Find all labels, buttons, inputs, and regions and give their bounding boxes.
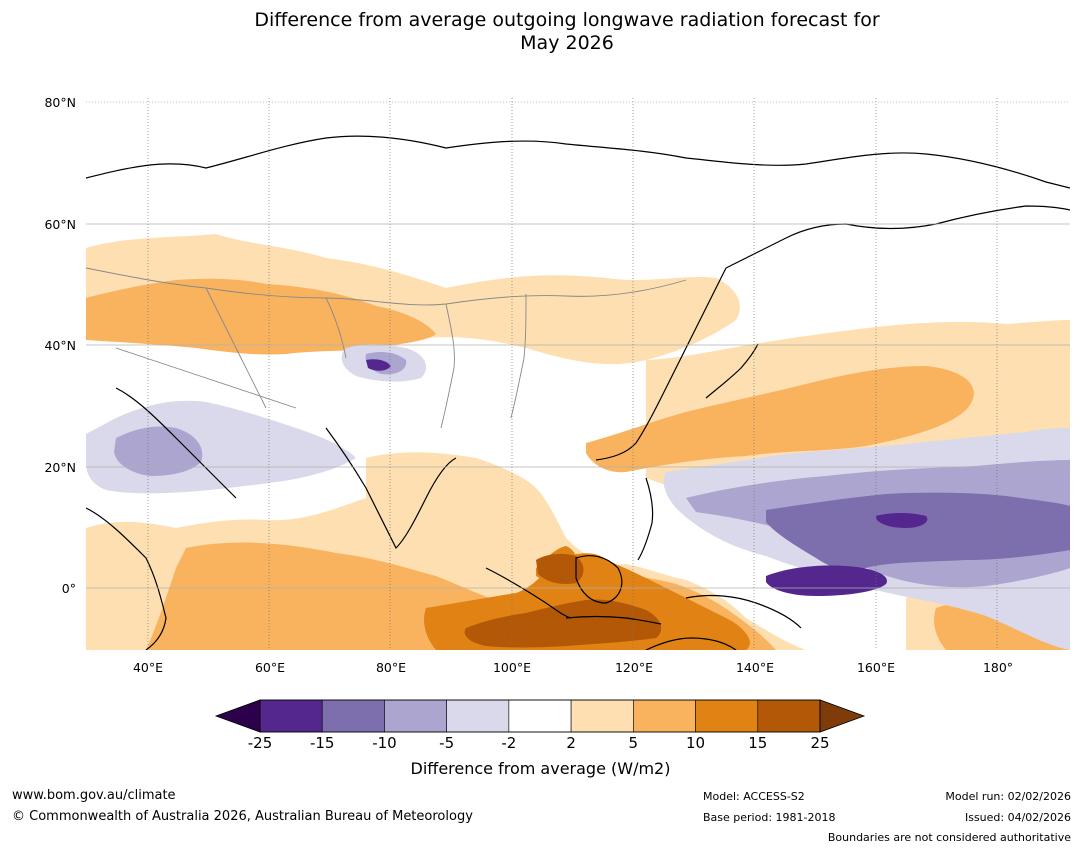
colorbar-segment — [384, 699, 447, 733]
darkpurple-tibet — [366, 359, 391, 371]
coast-russia-pacific — [725, 205, 1070, 269]
coast-australia — [645, 637, 737, 650]
purple-west-pacific — [766, 492, 1070, 571]
coast-philippines — [637, 477, 654, 561]
coast-borneo — [575, 555, 623, 604]
olr-anomaly-map — [86, 98, 1070, 650]
colorbar-extend-high — [819, 699, 866, 733]
coastlines — [86, 135, 1070, 650]
coast-india — [325, 427, 457, 550]
colorbar-tick-label: 25 — [810, 734, 830, 752]
longitude-gridlines — [147, 98, 998, 650]
copyright-text: © Commonwealth of Australia 2026, Austra… — [12, 809, 473, 824]
anomaly-15-to-25 — [464, 553, 662, 648]
lat-label-40n: 40°N — [44, 338, 76, 353]
medpurple-arabia — [114, 426, 203, 476]
colorbar-label: Difference from average (W/m2) — [410, 759, 671, 778]
colorbar-segment — [446, 699, 510, 733]
colorbar-tick-label: 15 — [748, 734, 768, 752]
brown-java-sea — [464, 599, 662, 648]
issued-text: Issued: 04/02/2026 — [964, 811, 1071, 824]
lon-label-40e: 40°E — [132, 660, 164, 675]
orange-caspian-kazakh — [86, 278, 436, 355]
lat-label-equator: 0° — [61, 581, 76, 596]
orange-china-pacific — [586, 366, 974, 473]
anomaly-neg25-to-neg15 — [366, 359, 928, 596]
colorbar-tick-label: -10 — [372, 734, 397, 752]
coast-new-guinea — [685, 594, 802, 629]
colorbar-frame — [259, 699, 821, 733]
colorbar-segments — [259, 699, 821, 733]
lon-label-120e: 120°E — [614, 660, 653, 675]
model-run-text: Model run: 02/02/2026 — [945, 790, 1071, 803]
colorbar-tick-label: 10 — [686, 734, 706, 752]
darkpurple-marshall — [876, 513, 928, 528]
title-line-1: Difference from average outgoing longwav… — [254, 9, 880, 31]
darkpurple-micronesia — [766, 565, 887, 596]
brown-borneo-north — [536, 553, 584, 584]
coast-china-korea — [595, 267, 727, 461]
coast-java — [565, 615, 662, 625]
colorbar-extend-low — [214, 699, 261, 733]
coast-arctic — [86, 135, 1070, 189]
colorbar-tick-label: 5 — [628, 734, 639, 752]
colorbar-segment — [570, 699, 634, 733]
chart-title: Difference from average outgoing longwav… — [0, 9, 1081, 55]
title-line-2: May 2026 — [520, 32, 614, 54]
lat-label-60n: 60°N — [44, 217, 76, 232]
model-text: Model: ACCESS-S2 — [703, 790, 805, 803]
colorbar-segment — [508, 699, 572, 733]
lon-label-160e: 160°E — [856, 660, 895, 675]
colorbar-tick-label: 2 — [566, 734, 576, 752]
colorbar-segment — [321, 699, 385, 733]
colorbar-tick-label: -2 — [501, 734, 517, 752]
lon-label-140e: 140°E — [735, 660, 774, 675]
base-period-text: Base period: 1981-2018 — [703, 811, 836, 824]
latitude-gridlines — [86, 101, 1070, 589]
colorbar-segment — [695, 699, 759, 733]
coast-sumatra — [485, 567, 572, 619]
colorbar-segment — [259, 699, 323, 733]
lon-label-60e: 60°E — [254, 660, 286, 675]
coast-africa — [86, 507, 167, 650]
colorbar-tick-label: -15 — [309, 734, 335, 752]
colorbar-tick-label: -25 — [247, 734, 273, 752]
colorbar-segment — [633, 699, 696, 733]
lon-label-80e: 80°E — [375, 660, 407, 675]
lon-label-100e: 100°E — [492, 660, 531, 675]
coast-arabia — [115, 387, 237, 499]
colorbar-segment — [757, 699, 821, 733]
disclaimer-text: Boundaries are not considered authoritat… — [827, 831, 1071, 844]
website-link[interactable]: www.bom.gov.au/climate — [12, 788, 176, 803]
lat-label-80n: 80°N — [44, 95, 76, 110]
lat-label-20n: 20°N — [44, 460, 76, 475]
anomaly-neg15-to-neg10 — [766, 492, 1070, 571]
lon-label-180: 180° — [982, 660, 1014, 675]
colorbar-tick-label: -5 — [439, 734, 455, 752]
colorbar — [214, 699, 866, 733]
